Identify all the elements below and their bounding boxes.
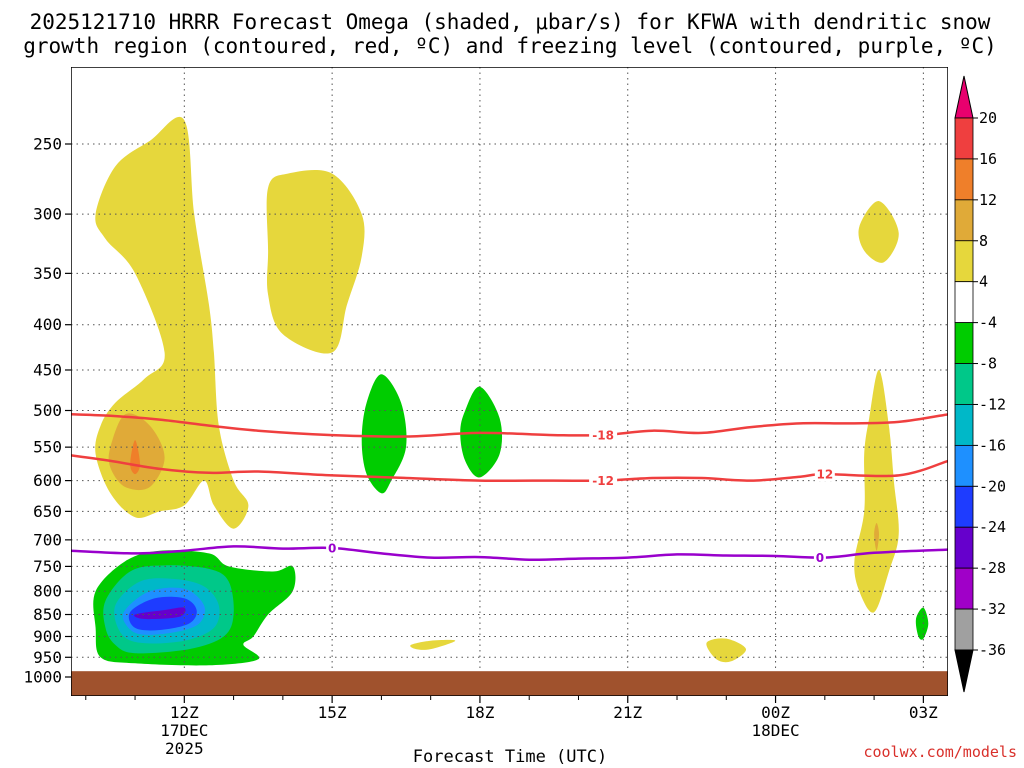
contour-label-bg-freezing-level-1 [813, 550, 826, 565]
colorbar-segment-9 [954, 485, 974, 528]
colorbar-label-4: 4 [979, 273, 988, 291]
contour-label-minus-12-isotherm-0: -12 [592, 474, 614, 488]
colorbar-segment-10 [954, 526, 974, 569]
x-tick-label-15Z: 15Z [318, 703, 347, 722]
omega-region-yellow-17z [410, 639, 456, 650]
colorbar-segment-6 [954, 363, 974, 405]
omega-region-purple-low [134, 607, 186, 620]
chart-title-line-1: 2025121710 HRRR Forecast Omega (shaded, … [30, 10, 991, 34]
x-tick-label-21Z: 21Z [613, 703, 642, 722]
contour-label-freezing-level-1: 0 [816, 551, 824, 565]
contour-label-bg-minus-12-secondary [814, 467, 835, 482]
contour-minus-12-isotherm [71, 454, 948, 483]
omega-region-green-03z [915, 607, 929, 640]
grid-lines [71, 67, 948, 696]
y-tick-label-450: 450 [33, 360, 62, 379]
y-tick-label-850: 850 [33, 605, 62, 624]
colorbar: 20 16 12 8 4 -4 -8 -12 -16 -20 -24 -28 -32 -36 [954, 75, 1006, 693]
omega-region-yellow-15z [266, 169, 365, 354]
x-tick-label-18Z: 18Z [465, 703, 494, 722]
omega-region-yellow-02z-top [858, 201, 899, 263]
colorbar-label--36: -36 [979, 641, 1006, 659]
contour-label-bg-freezing-level-0 [326, 541, 339, 556]
y-tick-label-500: 500 [33, 401, 62, 420]
omega-region-yellow-02z-column [854, 369, 899, 613]
colorbar-segment-1 [954, 158, 974, 201]
colorbar-segment-5 [954, 322, 974, 364]
colorbar-segment-12 [954, 608, 974, 651]
x-tick-date-12Z: 17DEC [160, 721, 208, 740]
colorbar-segment-2 [954, 199, 974, 242]
colorbar-label-8: 8 [979, 232, 988, 250]
colorbar-arrow-bottom [954, 649, 974, 693]
colorbar-label--28: -28 [979, 559, 1006, 577]
contour-label-freezing-level-0: 0 [328, 542, 336, 556]
x-axis-label: Forecast Time (UTC) [413, 747, 607, 767]
colorbar-segment-7 [954, 404, 974, 446]
colorbar-label--16: -16 [979, 436, 1006, 454]
y-tick-label-600: 600 [33, 471, 62, 490]
ground-surface [71, 671, 948, 696]
colorbar-label--24: -24 [979, 518, 1006, 536]
contour-label-bg-minus-18-isotherm-0 [589, 428, 618, 443]
y-axis: 250 300 350 400 450 500 550 600 650 700 750 800 850 9… [23, 135, 71, 687]
y-tick-label-800: 800 [33, 582, 62, 601]
omega-region-yellow-23z [706, 638, 747, 663]
colorbar-segment-3 [954, 240, 974, 283]
contour-label-minus-18-isotherm-0: -18 [592, 429, 614, 443]
colorbar-segment-4 [954, 281, 974, 324]
y-tick-label-750: 750 [33, 557, 62, 576]
x-tick-label-12Z: 12Z [170, 703, 199, 722]
x-tick-label-03Z: 03Z [909, 703, 938, 722]
chart-title-line-2: growth region (contoured, red, ºC) and f… [23, 34, 997, 58]
colorbar-segment-11 [954, 567, 974, 610]
x-tick-date-00Z: 18DEC [751, 721, 799, 740]
y-tick-label-550: 550 [33, 438, 62, 457]
y-tick-label-650: 650 [33, 502, 62, 521]
contour-label-minus-12-secondary: 12 [816, 468, 833, 482]
colorbar-label-20: 20 [979, 109, 997, 127]
omega-shading [93, 116, 929, 666]
colorbar-label-12: 12 [979, 191, 997, 209]
colorbar-label--20: -20 [979, 477, 1006, 495]
colorbar-label--12: -12 [979, 395, 1006, 413]
y-tick-label-250: 250 [33, 135, 62, 154]
colorbar-segment-8 [954, 444, 974, 487]
y-tick-label-700: 700 [33, 530, 62, 549]
y-tick-label-400: 400 [33, 315, 62, 334]
omega-region-orange-02z [874, 523, 879, 551]
colorbar-label--4: -4 [979, 314, 997, 332]
credit-text: coolwx.com/models [863, 743, 1017, 761]
plot-area: -18 -12 0 0 12 [71, 67, 948, 696]
contour-freezing-level [71, 545, 948, 561]
y-tick-label-300: 300 [33, 205, 62, 224]
colorbar-segment-0 [954, 117, 974, 160]
y-tick-label-950: 950 [33, 648, 62, 667]
contour-label-bg-minus-12-isotherm-0 [589, 473, 618, 488]
x-tick-label-00Z: 00Z [761, 703, 790, 722]
y-tick-label-1000: 1000 [23, 668, 62, 687]
omega-region-green-16z [361, 374, 407, 494]
contour-minus-18-isotherm [71, 413, 948, 438]
colorbar-label-16: 16 [979, 150, 997, 168]
y-tick-label-900: 900 [33, 627, 62, 646]
temperature-contours: -18 -12 0 0 12 [71, 413, 948, 565]
colorbar-arrow-top [954, 75, 974, 119]
y-tick-label-350: 350 [33, 264, 62, 283]
x-tick-year-12Z: 2025 [165, 739, 204, 758]
colorbar-label--8: -8 [979, 355, 997, 373]
colorbar-label--32: -32 [979, 600, 1006, 618]
